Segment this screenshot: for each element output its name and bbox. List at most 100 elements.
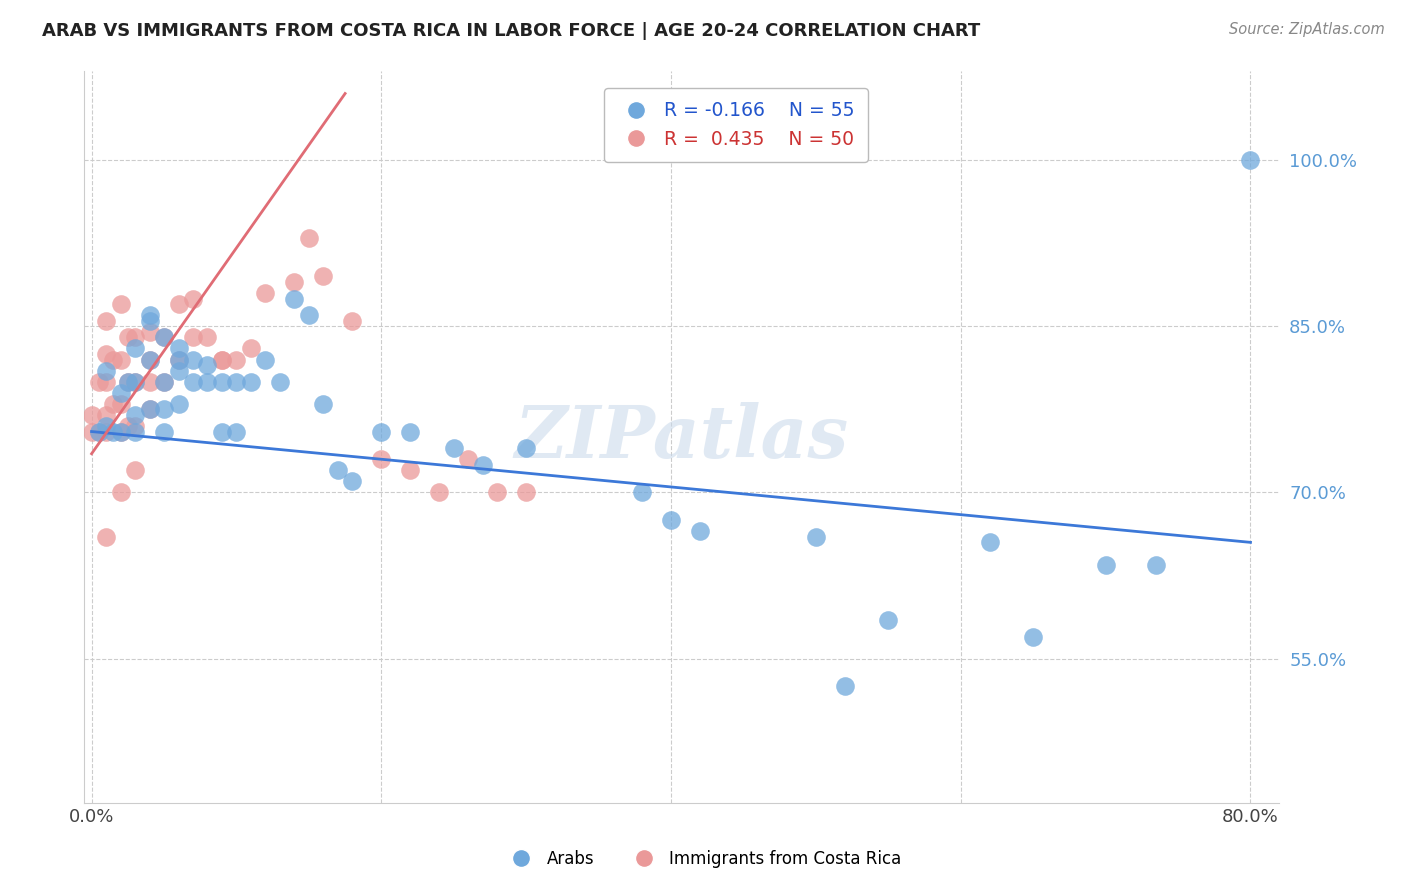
Point xyxy=(181,330,204,344)
Point xyxy=(342,314,364,328)
Point xyxy=(153,330,176,344)
Point xyxy=(110,425,132,439)
Point xyxy=(124,375,146,389)
Point xyxy=(298,230,321,244)
Point xyxy=(631,485,654,500)
Point xyxy=(254,285,277,300)
Point xyxy=(167,363,190,377)
Point xyxy=(427,485,450,500)
Text: ZIPatlas: ZIPatlas xyxy=(515,401,849,473)
Point xyxy=(138,352,160,367)
Point xyxy=(689,524,711,539)
Point xyxy=(370,452,392,467)
Point xyxy=(110,397,132,411)
Point xyxy=(117,375,139,389)
Point xyxy=(138,402,160,417)
Point xyxy=(1144,558,1167,572)
Point xyxy=(117,375,139,389)
Point xyxy=(138,308,160,322)
Point xyxy=(124,330,146,344)
Point xyxy=(269,375,291,389)
Point xyxy=(370,425,392,439)
Point xyxy=(94,314,117,328)
Point xyxy=(457,452,479,467)
Point xyxy=(399,463,422,477)
Point xyxy=(326,463,349,477)
Point xyxy=(124,342,146,356)
Legend: Arabs, Immigrants from Costa Rica: Arabs, Immigrants from Costa Rica xyxy=(498,844,908,875)
Point xyxy=(110,352,132,367)
Point xyxy=(138,352,160,367)
Point xyxy=(153,330,176,344)
Point xyxy=(181,292,204,306)
Point xyxy=(254,352,277,367)
Point xyxy=(167,352,190,367)
Point xyxy=(124,425,146,439)
Point xyxy=(103,397,125,411)
Point xyxy=(153,375,176,389)
Point xyxy=(94,347,117,361)
Point xyxy=(1022,630,1045,644)
Point xyxy=(298,308,321,322)
Point xyxy=(110,297,132,311)
Point xyxy=(225,352,247,367)
Point xyxy=(138,314,160,328)
Point xyxy=(659,513,682,527)
Point xyxy=(342,475,364,489)
Point xyxy=(110,485,132,500)
Point xyxy=(167,397,190,411)
Point xyxy=(103,352,125,367)
Point xyxy=(979,535,1001,549)
Point xyxy=(153,425,176,439)
Point xyxy=(877,613,900,627)
Point xyxy=(124,419,146,434)
Point xyxy=(239,342,262,356)
Point xyxy=(87,375,110,389)
Point xyxy=(1094,558,1116,572)
Point xyxy=(138,402,160,417)
Point xyxy=(515,485,537,500)
Text: Source: ZipAtlas.com: Source: ZipAtlas.com xyxy=(1229,22,1385,37)
Point xyxy=(181,375,204,389)
Point xyxy=(211,375,233,389)
Point xyxy=(239,375,262,389)
Point xyxy=(283,275,305,289)
Point xyxy=(834,680,856,694)
Point xyxy=(1239,153,1261,167)
Point xyxy=(94,408,117,422)
Point xyxy=(225,425,247,439)
Point xyxy=(225,375,247,389)
Point xyxy=(94,425,117,439)
Point xyxy=(110,425,132,439)
Point xyxy=(80,425,103,439)
Point xyxy=(110,385,132,400)
Point xyxy=(486,485,509,500)
Point xyxy=(197,375,219,389)
Point xyxy=(138,375,160,389)
Point xyxy=(167,297,190,311)
Point xyxy=(181,352,204,367)
Point xyxy=(515,441,537,455)
Point xyxy=(94,375,117,389)
Point xyxy=(124,375,146,389)
Point xyxy=(167,352,190,367)
Point xyxy=(103,425,125,439)
Point xyxy=(211,352,233,367)
Point xyxy=(94,419,117,434)
Legend: R = -0.166    N = 55, R =  0.435    N = 50: R = -0.166 N = 55, R = 0.435 N = 50 xyxy=(605,88,868,161)
Point xyxy=(80,408,103,422)
Point xyxy=(124,463,146,477)
Point xyxy=(197,358,219,372)
Point xyxy=(283,292,305,306)
Point xyxy=(87,425,110,439)
Point xyxy=(87,425,110,439)
Point xyxy=(117,419,139,434)
Point xyxy=(138,325,160,339)
Point xyxy=(94,363,117,377)
Point xyxy=(804,530,827,544)
Point xyxy=(153,402,176,417)
Text: ARAB VS IMMIGRANTS FROM COSTA RICA IN LABOR FORCE | AGE 20-24 CORRELATION CHART: ARAB VS IMMIGRANTS FROM COSTA RICA IN LA… xyxy=(42,22,980,40)
Point xyxy=(167,342,190,356)
Point xyxy=(399,425,422,439)
Point xyxy=(471,458,494,472)
